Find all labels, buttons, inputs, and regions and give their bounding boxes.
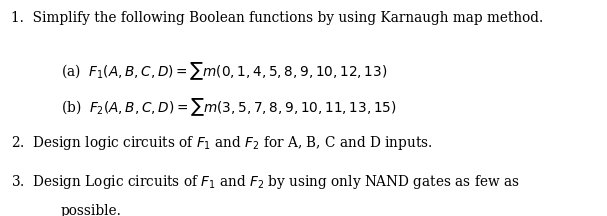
- Text: 3.  Design Logic circuits of $F_1$ and $F_2$ by using only NAND gates as few as: 3. Design Logic circuits of $F_1$ and $F…: [11, 173, 520, 191]
- Text: 1.  Simplify the following Boolean functions by using Karnaugh map method.: 1. Simplify the following Boolean functi…: [11, 11, 543, 25]
- Text: (b)  $F_2(A, B, C, D) = \sum m(3, 5, 7, 8, 9, 10, 11, 13, 15)$: (b) $F_2(A, B, C, D) = \sum m(3, 5, 7, 8…: [61, 96, 396, 118]
- Text: possible.: possible.: [61, 204, 121, 216]
- Text: (a)  $F_1(A, B, C, D) = \sum m(0, 1, 4, 5, 8, 9, 10, 12, 13)$: (a) $F_1(A, B, C, D) = \sum m(0, 1, 4, 5…: [61, 60, 387, 82]
- Text: 2.  Design logic circuits of $F_1$ and $F_2$ for A, B, C and D inputs.: 2. Design logic circuits of $F_1$ and $F…: [11, 134, 433, 152]
